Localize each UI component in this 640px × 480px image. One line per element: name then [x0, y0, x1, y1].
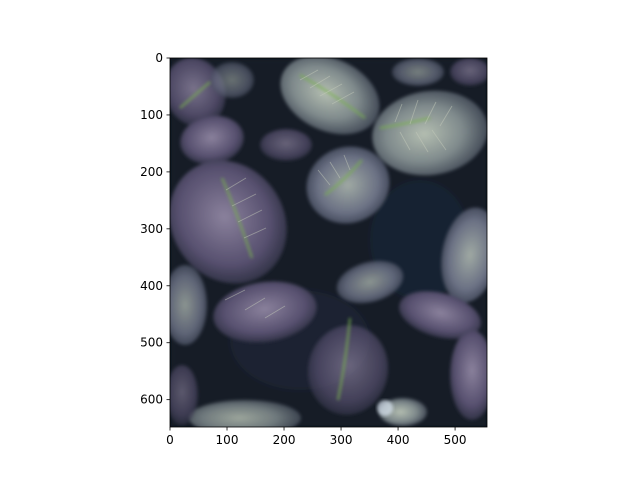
y-tick-label: 500: [140, 336, 163, 350]
x-axis: 0 100 200 300 400 500: [166, 427, 467, 447]
x-tick-label: 500: [444, 433, 467, 447]
x-tick-label: 100: [216, 433, 239, 447]
y-tick-label: 400: [140, 279, 163, 293]
y-tick-label: 600: [140, 393, 163, 407]
x-tick-label: 200: [273, 433, 296, 447]
y-axis: 0 100 200 300 400 500 600: [140, 51, 170, 407]
heatmap-image: [170, 58, 487, 427]
y-tick-label: 300: [140, 222, 163, 236]
plot-frame: [169, 57, 488, 428]
x-tick-label: 0: [166, 433, 174, 447]
x-tick-label: 300: [330, 433, 353, 447]
x-tick-label: 400: [387, 433, 410, 447]
y-tick-label: 100: [140, 108, 163, 122]
y-tick-label: 0: [155, 51, 163, 65]
y-tick-label: 200: [140, 165, 163, 179]
